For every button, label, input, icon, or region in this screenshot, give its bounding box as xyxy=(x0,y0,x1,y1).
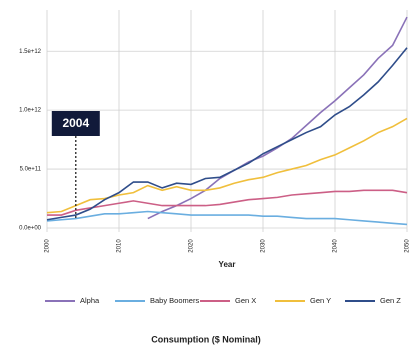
x-tick-label: 2000 xyxy=(45,239,51,253)
legend-item: Gen X xyxy=(200,296,256,305)
line-series xyxy=(46,210,408,226)
line-series xyxy=(46,117,408,214)
line-series xyxy=(47,189,408,216)
legend-item: Alpha xyxy=(45,296,100,305)
x-tick-label: 2030 xyxy=(261,239,267,253)
x-tick-label: 2050 xyxy=(405,239,411,253)
legend-label: Gen Y xyxy=(310,296,331,305)
legend-item: Gen Z xyxy=(345,296,401,305)
x-axis-label: Year xyxy=(219,260,236,269)
legend-label: Alpha xyxy=(80,296,100,305)
y-tick-label: 1.0e+12 xyxy=(19,108,42,114)
chart-title: Consumption ($ Nominal) xyxy=(151,334,261,344)
legend-item: Gen Y xyxy=(275,296,331,305)
legend-item: Baby Boomers xyxy=(115,296,199,305)
y-tick-label: 0.0e+00 xyxy=(19,226,42,232)
line-series xyxy=(147,16,408,220)
legend-label: Gen Z xyxy=(380,296,401,305)
x-tick-label: 2010 xyxy=(117,239,123,253)
x-tick-label: 2040 xyxy=(333,239,339,253)
legend-label: Baby Boomers xyxy=(150,296,199,305)
annotation-label: 2004 xyxy=(62,116,89,130)
y-tick-label: 5.0e+11 xyxy=(20,167,42,173)
y-tick-label: 1.5e+12 xyxy=(19,49,42,55)
x-tick-label: 2020 xyxy=(189,239,195,253)
annotation-box xyxy=(51,111,100,136)
line-series xyxy=(46,47,408,221)
legend-label: Gen X xyxy=(235,296,256,305)
